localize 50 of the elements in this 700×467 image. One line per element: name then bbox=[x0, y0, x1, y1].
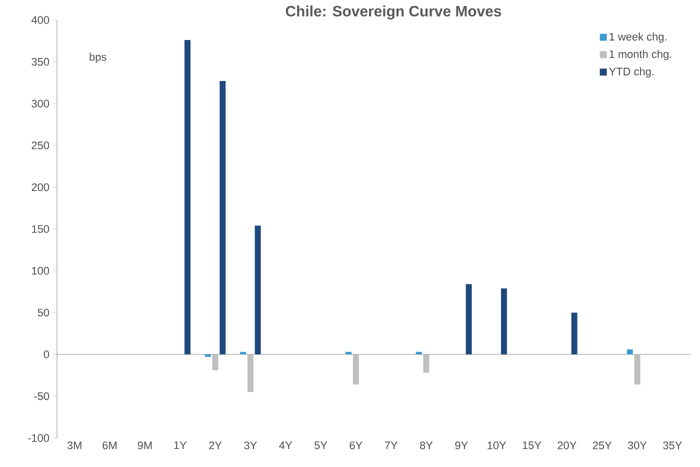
y-tick-label: -100 bbox=[28, 434, 50, 442]
bar bbox=[220, 81, 226, 354]
x-tick-label: 30Y bbox=[628, 442, 647, 450]
bar bbox=[466, 284, 472, 354]
x-tick-label: 20Y bbox=[558, 442, 576, 450]
x-tick-label: 15Y bbox=[522, 442, 542, 450]
x-tick-label: 3M bbox=[67, 442, 82, 450]
bar bbox=[571, 312, 578, 354]
y-tick-label: -50 bbox=[34, 392, 50, 400]
y-tick-label: 250 bbox=[32, 142, 50, 150]
y-tick-label: 300 bbox=[32, 100, 50, 108]
x-tick-label: 1Y bbox=[174, 442, 187, 450]
y-tick-label: 200 bbox=[32, 183, 50, 192]
bar bbox=[254, 226, 261, 354]
legend-label: YTD chg. bbox=[609, 67, 654, 78]
y-tick-label: 350 bbox=[32, 58, 50, 66]
x-tick-label: 25Y bbox=[592, 442, 612, 450]
y-tick-label: 400 bbox=[31, 16, 50, 24]
x-tick-label: 9M bbox=[138, 442, 152, 450]
legend-label: 1 month chg. bbox=[610, 50, 672, 60]
bar bbox=[423, 354, 430, 373]
x-tick-label: 10Y bbox=[488, 442, 506, 450]
x-tick-label: 4Y bbox=[279, 442, 292, 450]
x-tick-label: 3Y bbox=[244, 442, 257, 450]
bar bbox=[240, 352, 246, 354]
bar bbox=[416, 352, 422, 354]
bar bbox=[634, 354, 640, 384]
x-tick-label: 6Y bbox=[350, 442, 362, 450]
bar bbox=[184, 40, 190, 354]
y-tick-label: 100 bbox=[32, 266, 50, 275]
legend-label: 1 week chg. bbox=[610, 32, 666, 43]
x-tick-label: 7Y bbox=[384, 442, 398, 450]
y-tick-label: 150 bbox=[32, 225, 50, 233]
bar bbox=[346, 352, 352, 354]
chart-title: Chile: Sovereign Curve Moves bbox=[286, 6, 502, 20]
bar bbox=[204, 354, 211, 357]
x-tick-label: 2Y bbox=[209, 442, 222, 450]
annotation: bps bbox=[90, 52, 106, 63]
bar bbox=[212, 354, 218, 370]
x-tick-label: 9Y bbox=[455, 442, 468, 450]
bar bbox=[626, 349, 633, 354]
x-tick-label: 5Y bbox=[314, 442, 328, 450]
y-tick-label: 0 bbox=[44, 350, 50, 358]
x-tick-label: 8Y bbox=[420, 442, 433, 450]
bar bbox=[500, 288, 507, 354]
bar bbox=[247, 354, 254, 392]
x-tick-label: 35Y bbox=[663, 442, 682, 450]
bar bbox=[352, 354, 359, 384]
x-tick-label: 6M bbox=[102, 442, 116, 450]
y-tick-label: 50 bbox=[38, 308, 50, 316]
